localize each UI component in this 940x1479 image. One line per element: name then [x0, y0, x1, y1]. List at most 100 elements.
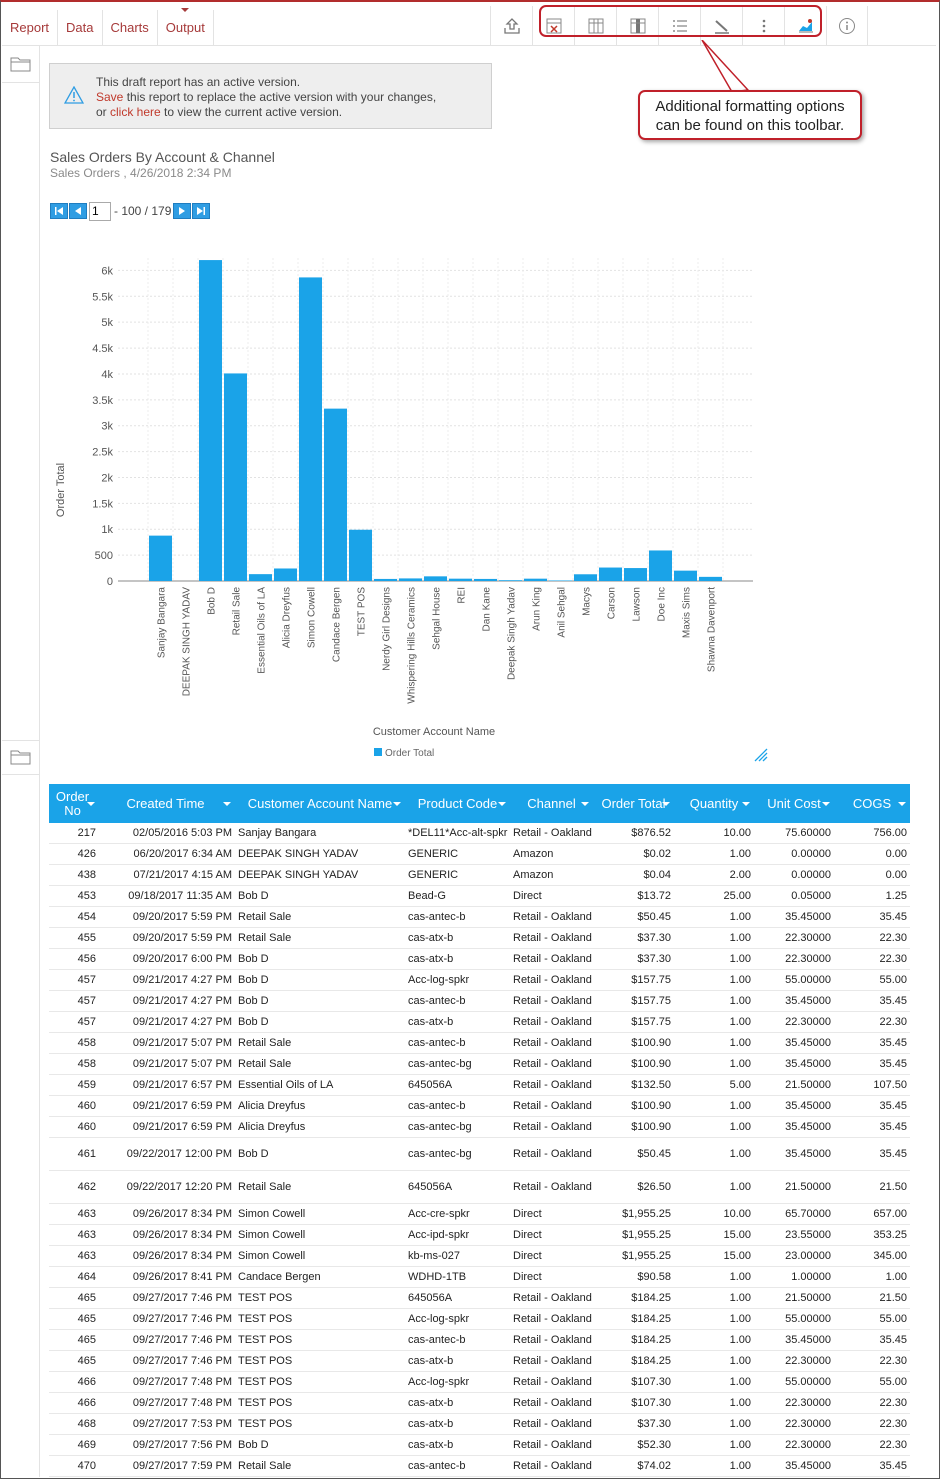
- table-row[interactable]: 455 09/20/2017 5:59 PM Retail Sale cas-atx-…: [49, 928, 910, 949]
- export-button[interactable]: [490, 6, 532, 46]
- cell-unit-cost: 65.70000: [785, 1208, 831, 1220]
- cell-created-time: 09/21/2017 4:27 PM: [132, 1016, 232, 1028]
- table-row[interactable]: 469 09/27/2017 7:56 PM Bob D cas-atx-b Retai…: [49, 1435, 910, 1456]
- info-button[interactable]: [826, 6, 868, 46]
- column-header-product-code[interactable]: Product Code: [405, 784, 510, 823]
- more-icon: [762, 19, 765, 33]
- table-row[interactable]: 470 09/27/2017 7:59 PM Retail Sale cas-ante…: [49, 1456, 910, 1477]
- column-header-cogs[interactable]: COGS: [834, 784, 910, 823]
- table-row[interactable]: 460 09/21/2017 6:59 PM Alicia Dreyfus cas-a…: [49, 1096, 910, 1117]
- cell-order-no: 465: [77, 1355, 96, 1367]
- chart-bar: [624, 568, 647, 581]
- resize-icon[interactable]: [754, 748, 768, 762]
- table-row[interactable]: 465 09/27/2017 7:46 PM TEST POS cas-antec-b…: [49, 1330, 910, 1351]
- cell-channel: Amazon: [513, 869, 554, 881]
- last-page-button[interactable]: [192, 203, 211, 219]
- y-tick-label: 1.5k: [92, 498, 113, 510]
- table-row[interactable]: 458 09/21/2017 5:07 PM Retail Sale cas-ante…: [49, 1033, 910, 1054]
- table-row[interactable]: 457 09/21/2017 4:27 PM Bob D cas-atx-b Retai…: [49, 1012, 910, 1033]
- tab-data[interactable]: Data: [58, 10, 103, 46]
- cell-unit-cost: 0.00000: [791, 848, 831, 860]
- more-button[interactable]: [742, 6, 784, 46]
- cell-cogs: 22.30: [879, 1355, 907, 1367]
- cell-quantity: 1.00: [729, 1334, 751, 1346]
- cell-channel: Direct: [513, 1229, 542, 1241]
- cell-unit-cost: 23.55000: [785, 1229, 831, 1241]
- table-row[interactable]: 463 09/26/2017 8:34 PM Simon Cowell kb-ms-0…: [49, 1246, 910, 1267]
- cell-channel: Retail - Oakland: [513, 1121, 592, 1133]
- cell-customer-account-name: Sanjay Bangara: [238, 827, 317, 839]
- table-row[interactable]: 454 09/20/2017 5:59 PM Retail Sale cas-ante…: [49, 907, 910, 928]
- chart-style-button[interactable]: [784, 6, 826, 46]
- table-row[interactable]: 456 09/20/2017 6:00 PM Bob D cas-atx-b Retai…: [49, 949, 910, 970]
- next-page-button[interactable]: [173, 203, 192, 219]
- table-row[interactable]: 466 09/27/2017 7:48 PM TEST POS Acc-log-spk…: [49, 1372, 910, 1393]
- table-row[interactable]: 459 09/21/2017 6:57 PM Essential Oils of L…: [49, 1075, 910, 1096]
- x-tick-label: Dan Kane: [482, 587, 493, 632]
- table-row[interactable]: 465 09/27/2017 7:46 PM TEST POS 645056A Reta…: [49, 1288, 910, 1309]
- list-button[interactable]: [658, 6, 700, 46]
- table-row[interactable]: 468 09/27/2017 7:53 PM TEST POS cas-atx-b Re…: [49, 1414, 910, 1435]
- folder-icon[interactable]: [10, 55, 32, 73]
- tab-report[interactable]: Report: [2, 10, 59, 46]
- cell-order-no: 455: [77, 932, 96, 944]
- columns-button[interactable]: [574, 6, 616, 46]
- bar-chart: 0 500 1k 1.5k 2k 2.5k 3k 3.5k 4k 4.5k 5k 5.5k 6k Sanj…: [55, 258, 753, 759]
- cell-channel: Retail - Oakland: [513, 1439, 592, 1451]
- save-link[interactable]: Save: [96, 90, 124, 104]
- column-header-order-no[interactable]: Order No: [49, 784, 99, 823]
- table-row[interactable]: 426 06/20/2017 6:34 AM DEEPAK SINGH YADAV G…: [49, 844, 910, 865]
- cell-created-time: 09/27/2017 7:56 PM: [132, 1439, 232, 1451]
- table-row[interactable]: 453 09/18/2017 11:35 AM Bob D Bead-G Direct $…: [49, 886, 910, 907]
- view-active-version-link[interactable]: click here: [110, 105, 161, 119]
- column-header-unit-cost[interactable]: Unit Cost: [754, 784, 834, 823]
- table-row[interactable]: 461 09/22/2017 12:00 PM Bob D cas-antec-bg R…: [49, 1138, 910, 1171]
- table-row[interactable]: 460 09/21/2017 6:59 PM Alicia Dreyfus cas-a…: [49, 1117, 910, 1138]
- column-header-quantity[interactable]: Quantity: [674, 784, 754, 823]
- table-row[interactable]: 462 09/22/2017 12:20 PM Retail Sale 645056A…: [49, 1171, 910, 1204]
- chart-bar: [249, 574, 272, 581]
- cell-order-total: $37.30: [637, 932, 671, 944]
- tab-output[interactable]: Output: [158, 8, 214, 46]
- sort-caret-icon: [581, 802, 589, 806]
- column-header-channel[interactable]: Channel: [510, 784, 593, 823]
- cell-customer-account-name: TEST POS: [238, 1313, 293, 1325]
- cell-unit-cost: 75.60000: [785, 827, 831, 839]
- chart-bar: [499, 580, 522, 581]
- remove-column-button[interactable]: [532, 6, 574, 46]
- x-tick-label: Doe Inc: [657, 587, 668, 621]
- cell-product-code: Acc-log-spkr: [408, 1376, 470, 1388]
- cell-product-code: cas-atx-b: [408, 932, 454, 944]
- table-row[interactable]: 463 09/26/2017 8:34 PM Simon Cowell Acc-cre…: [49, 1204, 910, 1225]
- table-row[interactable]: 465 09/27/2017 7:46 PM TEST POS Acc-log-spk…: [49, 1309, 910, 1330]
- cell-order-total: $132.50: [631, 1079, 671, 1091]
- cell-quantity: 1.00: [729, 1058, 751, 1070]
- cell-cogs: 345.00: [873, 1250, 907, 1262]
- page-number-input[interactable]: [89, 201, 111, 221]
- table-row[interactable]: 464 09/26/2017 8:41 PM Candace Bergen WDHD-…: [49, 1267, 910, 1288]
- table-row[interactable]: 217 02/05/2016 5:03 PM Sanjay Bangara *DEL1…: [49, 823, 910, 844]
- style-button[interactable]: [700, 6, 742, 46]
- table-row[interactable]: 463 09/26/2017 8:34 PM Simon Cowell Acc-ipd…: [49, 1225, 910, 1246]
- tab-charts[interactable]: Charts: [103, 10, 158, 46]
- cell-product-code: cas-atx-b: [408, 1355, 454, 1367]
- column-header-created-time[interactable]: Created Time: [99, 784, 235, 823]
- x-tick-label: Carson: [607, 587, 618, 619]
- cell-quantity: 1.00: [729, 953, 751, 965]
- cell-channel: Retail - Oakland: [513, 1376, 592, 1388]
- column-properties-button[interactable]: [616, 6, 658, 46]
- table-row[interactable]: 457 09/21/2017 4:27 PM Bob D cas-antec-b Ret…: [49, 991, 910, 1012]
- table-row[interactable]: 458 09/21/2017 5:07 PM Retail Sale cas-ante…: [49, 1054, 910, 1075]
- column-header-customer-account-name[interactable]: Customer Account Name: [235, 784, 405, 823]
- cell-customer-account-name: Simon Cowell: [238, 1250, 306, 1262]
- table-row[interactable]: 457 09/21/2017 4:27 PM Bob D Acc-log-spkr Re…: [49, 970, 910, 991]
- cell-customer-account-name: Bob D: [238, 890, 269, 902]
- table-row[interactable]: 465 09/27/2017 7:46 PM TEST POS cas-atx-b Re…: [49, 1351, 910, 1372]
- table-row[interactable]: 438 07/21/2017 4:15 AM DEEPAK SINGH YADAV G…: [49, 865, 910, 886]
- y-tick-label: 2.5k: [92, 447, 113, 459]
- prev-page-button[interactable]: [69, 203, 87, 219]
- first-page-button[interactable]: [50, 203, 68, 219]
- column-header-order-total[interactable]: Order Total: [593, 784, 674, 823]
- table-row[interactable]: 466 09/27/2017 7:48 PM TEST POS cas-atx-b Re…: [49, 1393, 910, 1414]
- folder-icon[interactable]: [10, 748, 32, 766]
